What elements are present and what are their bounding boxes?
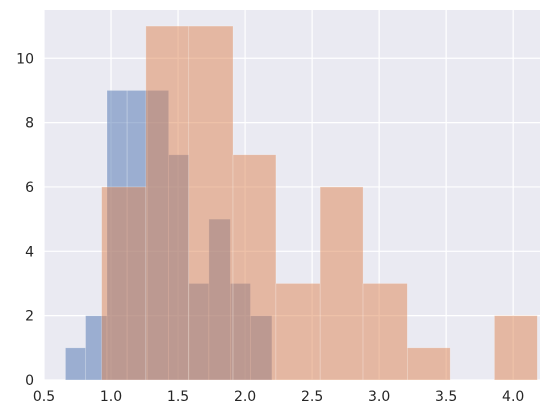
histogram-bar-series-2 [494, 315, 538, 381]
histogram-bar-series-2 [145, 25, 190, 381]
x-tick-label: 2.0 [234, 389, 256, 405]
x-tick-label: 0.5 [33, 389, 55, 405]
histogram-bar-series-1 [65, 347, 86, 381]
histogram-bar-series-2 [319, 186, 364, 381]
y-tick-label: 6 [25, 180, 34, 196]
x-tick-label: 1.0 [100, 389, 122, 405]
x-tick-label: 3.0 [368, 389, 390, 405]
x-axis-ticks: 0.5 1.0 1.5 2.0 2.5 3.0 3.5 4.0 [33, 389, 524, 405]
histogram-bar-series-2 [232, 154, 277, 381]
y-tick-label: 2 [25, 309, 34, 325]
x-tick-label: 2.5 [301, 389, 323, 405]
histogram-bar-series-2 [188, 25, 234, 381]
y-tick-label: 4 [25, 244, 34, 260]
histogram-bar-series-2 [362, 283, 408, 381]
histogram-bar-series-2 [101, 186, 147, 381]
y-tick-label: 0 [25, 373, 34, 389]
histogram-bar-series-2 [406, 347, 451, 381]
x-tick-label: 3.5 [435, 389, 457, 405]
x-tick-label: 1.5 [167, 389, 189, 405]
histogram-bars [65, 25, 538, 381]
x-tick-label: 4.0 [502, 389, 524, 405]
y-tick-label: 8 [25, 116, 34, 132]
y-axis-ticks: 0 2 4 6 8 10 [16, 51, 34, 389]
histogram-bar-series-2 [275, 283, 321, 381]
y-tick-label: 10 [16, 51, 34, 67]
